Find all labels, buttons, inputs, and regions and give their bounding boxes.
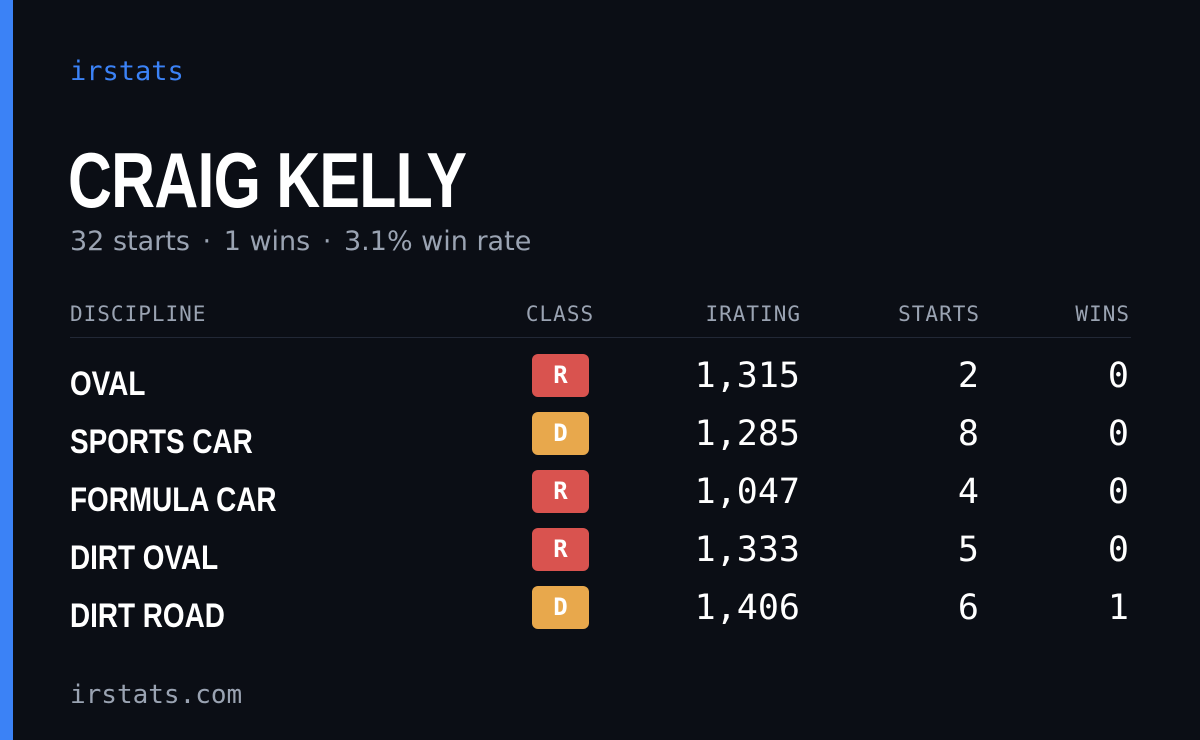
starts-value: 4 [957,472,979,512]
class-badge: R [532,470,589,513]
driver-name: CRAIG KELLY [68,136,467,224]
starts-value: 5 [957,530,979,570]
discipline-name: OVAL [70,365,146,403]
summary-starts: 32 starts [70,226,190,257]
header-starts: STARTS [898,302,980,326]
summary-separator: · [202,226,212,257]
class-badge: D [532,412,589,455]
wins-value: 1 [1107,588,1129,628]
discipline-table: DISCIPLINE CLASS IRATING STARTS WINS OVA… [70,296,1131,635]
table-row: FORMULA CAR R 1,047 4 0 [70,470,1131,528]
header-irating: IRATING [705,302,801,326]
irating-value: 1,406 [694,588,800,628]
class-badge: R [532,354,589,397]
table-row: OVAL R 1,315 2 0 [70,354,1131,412]
summary-win-rate: 3.1% win rate [344,226,532,257]
brand-logo[interactable]: irstats [70,56,184,87]
starts-value: 8 [957,414,979,454]
starts-value: 6 [957,588,979,628]
wins-value: 0 [1107,472,1129,512]
wins-value: 0 [1107,530,1129,570]
header-class: CLASS [525,302,595,326]
footer-url[interactable]: irstats.com [70,680,243,710]
driver-summary: 32 starts · 1 wins · 3.1% win rate [70,226,531,257]
summary-wins: 1 wins [223,226,311,257]
irating-value: 1,333 [694,530,800,570]
class-badge: R [532,528,589,571]
discipline-name: SPORTS CAR [70,423,253,461]
table-body: OVAL R 1,315 2 0 SPORTS CAR D 1,285 8 0 … [70,354,1131,644]
class-badge: D [532,586,589,629]
summary-separator: · [322,226,332,257]
table-row: DIRT ROAD D 1,406 6 1 [70,586,1131,644]
irating-value: 1,315 [694,356,800,396]
table-header: DISCIPLINE CLASS IRATING STARTS WINS [70,296,1131,338]
discipline-name: FORMULA CAR [70,481,277,519]
wins-value: 0 [1107,356,1129,396]
irating-value: 1,047 [694,472,800,512]
table-row: SPORTS CAR D 1,285 8 0 [70,412,1131,470]
header-wins: WINS [1075,302,1130,326]
discipline-name: DIRT ROAD [70,597,225,635]
header-discipline: DISCIPLINE [70,302,207,326]
table-row: DIRT OVAL R 1,333 5 0 [70,528,1131,586]
accent-bar [0,0,13,740]
wins-value: 0 [1107,414,1129,454]
irating-value: 1,285 [694,414,800,454]
discipline-name: DIRT OVAL [70,539,219,577]
starts-value: 2 [957,356,979,396]
